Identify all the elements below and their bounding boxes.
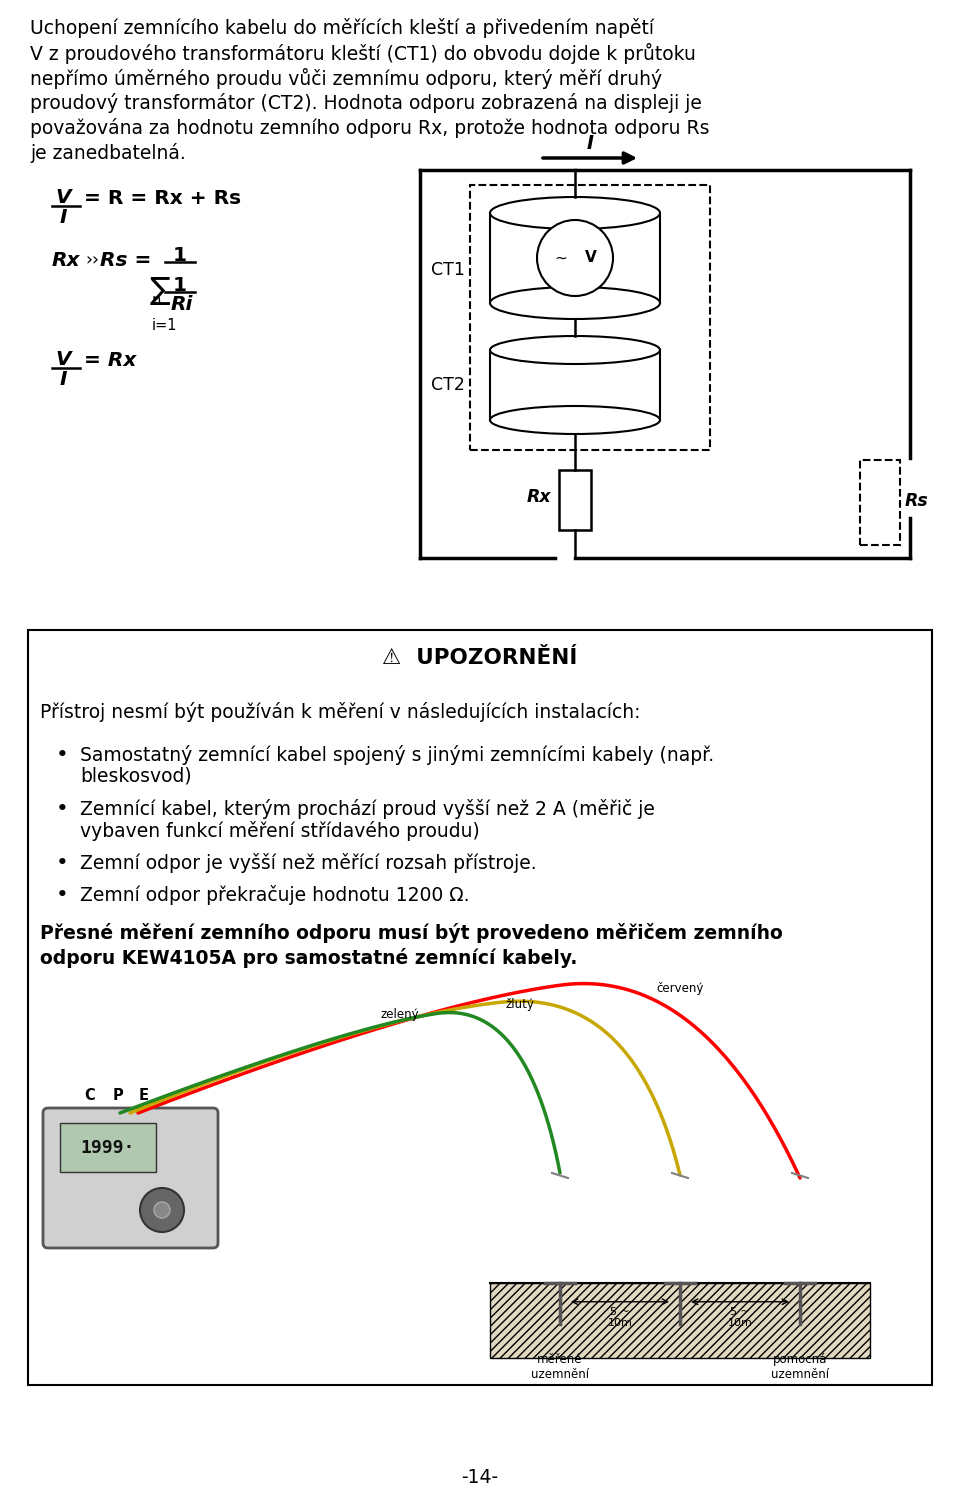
Text: odporu KEW4105A pro samostatné zemnící kabely.: odporu KEW4105A pro samostatné zemnící k… <box>40 948 577 969</box>
Text: Přístroj nesmí být používán k měření v následujících instalacích:: Přístroj nesmí být používán k měření v n… <box>40 702 640 722</box>
Text: považována za hodnotu zemního odporu Rx, protože hodnota odporu Rs: považována za hodnotu zemního odporu Rx,… <box>30 118 709 138</box>
Text: = Rx: = Rx <box>84 351 136 369</box>
Text: P: P <box>112 1088 124 1103</box>
Bar <box>33 984 927 1373</box>
Text: E: E <box>139 1088 149 1103</box>
Text: C: C <box>84 1088 95 1103</box>
Ellipse shape <box>490 196 660 229</box>
Text: Rs =: Rs = <box>100 250 152 269</box>
Text: -14-: -14- <box>462 1469 498 1487</box>
Text: měřené
uzemnění: měřené uzemnění <box>531 1353 589 1381</box>
Text: ⚠  UPOZORNĚNÍ: ⚠ UPOZORNĚNÍ <box>382 647 578 668</box>
Text: •: • <box>56 745 69 765</box>
Text: Samostatný zemnící kabel spojený s jinými zemnícími kabely (např.: Samostatný zemnící kabel spojený s jiným… <box>80 745 714 765</box>
Text: = R = Rx + Rs: = R = Rx + Rs <box>84 189 241 207</box>
Bar <box>860 460 900 545</box>
Bar <box>490 213 660 304</box>
Bar <box>60 1123 156 1173</box>
Bar <box>490 1283 870 1359</box>
Text: 5 ~
10m: 5 ~ 10m <box>608 1306 633 1329</box>
Text: bleskosvod): bleskosvod) <box>80 766 192 786</box>
Text: Zemní odpor překračuje hodnotu 1200 Ω.: Zemní odpor překračuje hodnotu 1200 Ω. <box>80 885 469 905</box>
Text: I: I <box>587 134 593 153</box>
Text: •: • <box>56 799 69 818</box>
Text: Uchopení zemnícího kabelu do měřících kleští a přivedením napětí: Uchopení zemnícího kabelu do měřících kl… <box>30 18 654 39</box>
Text: 1: 1 <box>173 275 187 295</box>
Circle shape <box>154 1202 170 1219</box>
Ellipse shape <box>490 336 660 365</box>
Text: Zemní odpor je vyšší než měřící rozsah přístroje.: Zemní odpor je vyšší než měřící rozsah p… <box>80 853 537 873</box>
Text: CT1: CT1 <box>431 260 465 278</box>
Text: 5 ~
10m: 5 ~ 10m <box>728 1306 753 1329</box>
Text: CT2: CT2 <box>431 376 465 394</box>
Bar <box>559 470 591 530</box>
FancyBboxPatch shape <box>43 1109 218 1248</box>
Text: V z proudového transformátoru kleští (CT1) do obvodu dojde k průtoku: V z proudového transformátoru kleští (CT… <box>30 43 696 64</box>
Text: Rs: Rs <box>905 493 928 510</box>
Text: proudový transformátor (CT2). Hodnota odporu zobrazená na displeji je: proudový transformátor (CT2). Hodnota od… <box>30 92 702 113</box>
Bar <box>28 629 932 1385</box>
Text: pomocná
uzemnění: pomocná uzemnění <box>771 1353 829 1381</box>
Text: ››: ›› <box>85 251 99 269</box>
Text: vybaven funkcí měření střídavého proudu): vybaven funkcí měření střídavého proudu) <box>80 821 480 841</box>
Text: •: • <box>56 853 69 873</box>
Text: Rx: Rx <box>526 488 551 506</box>
Bar <box>470 185 710 449</box>
Text: V: V <box>55 350 71 369</box>
Text: V: V <box>586 250 597 265</box>
Text: žlutý: žlutý <box>506 998 535 1010</box>
Text: 1999·: 1999· <box>81 1138 135 1156</box>
Text: zelený: zelený <box>381 1007 420 1021</box>
Text: I: I <box>60 208 67 228</box>
Text: n: n <box>152 293 161 308</box>
Text: i=1: i=1 <box>152 318 178 333</box>
Text: V: V <box>55 187 71 207</box>
Text: ∑: ∑ <box>150 275 171 305</box>
Text: je zanedbatelná.: je zanedbatelná. <box>30 143 185 164</box>
Text: Ri: Ri <box>171 295 193 314</box>
Circle shape <box>140 1187 184 1232</box>
Text: •: • <box>56 885 69 905</box>
Circle shape <box>537 220 613 296</box>
Text: ~: ~ <box>555 250 567 265</box>
Ellipse shape <box>490 406 660 434</box>
Text: Zemnící kabel, kterým prochází proud vyšší než 2 A (měřič je: Zemnící kabel, kterým prochází proud vyš… <box>80 799 655 818</box>
Text: Přesné měření zemního odporu musí být provedeno měřičem zemního: Přesné měření zemního odporu musí být pr… <box>40 923 782 943</box>
Bar <box>490 350 660 420</box>
Text: nepřímo úměrného proudu vůči zemnímu odporu, který měří druhý: nepřímo úměrného proudu vůči zemnímu odp… <box>30 68 662 89</box>
Text: 1: 1 <box>173 246 187 265</box>
Ellipse shape <box>490 287 660 318</box>
Text: Rx: Rx <box>52 250 81 269</box>
Text: červený: červený <box>657 982 704 995</box>
Text: I: I <box>60 371 67 388</box>
